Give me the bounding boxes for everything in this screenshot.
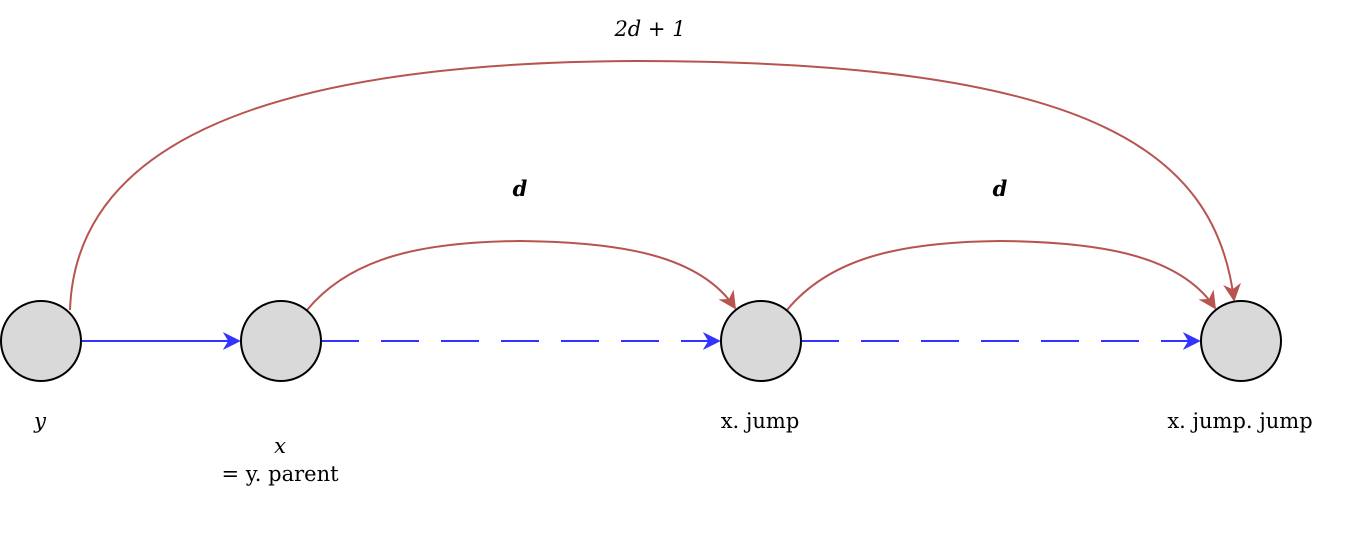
arc-label-y-to-jumpjump: 2d + 1 (613, 17, 685, 41)
node-x-jump-jump (1200, 300, 1282, 382)
arc-y-to-jumpjump (69, 59, 1241, 311)
arc-x-to-jump (306, 239, 736, 311)
node-label-y: y (33, 409, 47, 433)
arc-label-x-to-jump: d (513, 176, 528, 201)
node-x-jump (720, 300, 802, 382)
arc-jump-to-jumpjump (786, 239, 1216, 311)
node-y (0, 300, 82, 382)
node-label-x-line2: = y. parent (221, 462, 339, 486)
node-label-x-jump-jump: x. jump. jump (1167, 409, 1312, 433)
node-x (240, 300, 322, 382)
arc-label-jump-to-jumpjump: d (993, 176, 1008, 201)
node-label-x-jump: x. jump (721, 409, 800, 433)
node-label-x-line1: x (274, 434, 286, 458)
